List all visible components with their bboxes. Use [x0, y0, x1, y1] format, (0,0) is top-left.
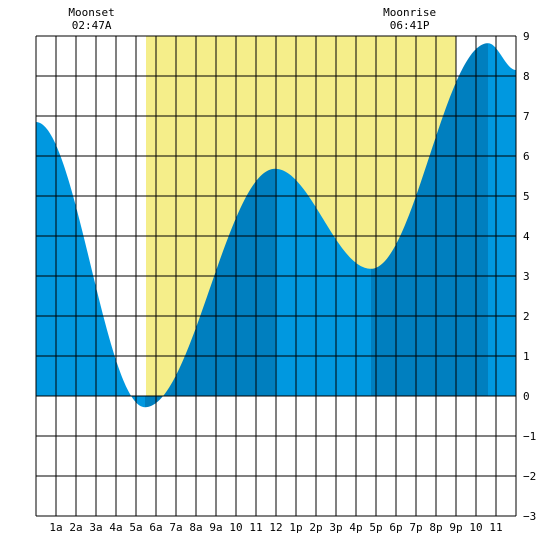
- x-tick-label: 3p: [329, 521, 342, 534]
- x-tick-label: 7a: [169, 521, 182, 534]
- y-tick-label: 7: [523, 110, 530, 123]
- x-tick-label: 1a: [49, 521, 62, 534]
- x-tick-label: 10: [229, 521, 242, 534]
- x-tick-label: 11: [249, 521, 262, 534]
- x-tick-label: 9p: [449, 521, 462, 534]
- moonset-time: 02:47A: [72, 19, 112, 32]
- x-tick-label: 2a: [69, 521, 82, 534]
- x-tick-label: 11: [489, 521, 502, 534]
- moonrise-label: Moonrise: [383, 6, 436, 19]
- x-tick-label: 12: [269, 521, 282, 534]
- y-tick-label: −1: [523, 430, 536, 443]
- x-tick-label: 8p: [429, 521, 442, 534]
- tide-area-falling-0: [36, 122, 145, 408]
- y-tick-label: 0: [523, 390, 530, 403]
- x-tick-label: 8a: [189, 521, 202, 534]
- y-tick-label: −2: [523, 470, 536, 483]
- x-tick-label: 2p: [309, 521, 322, 534]
- y-tick-label: 8: [523, 70, 530, 83]
- y-tick-label: 4: [523, 230, 530, 243]
- y-tick-label: 2: [523, 310, 530, 323]
- y-tick-label: 9: [523, 30, 530, 43]
- x-tick-label: 5p: [369, 521, 382, 534]
- tide-area-falling-4: [488, 43, 516, 396]
- x-tick-label: 4a: [109, 521, 122, 534]
- x-tick-label: 1p: [289, 521, 302, 534]
- x-tick-label: 6a: [149, 521, 162, 534]
- y-tick-label: 1: [523, 350, 530, 363]
- x-tick-label: 7p: [409, 521, 422, 534]
- x-tick-label: 4p: [349, 521, 362, 534]
- x-tick-label: 3a: [89, 521, 102, 534]
- y-tick-label: 3: [523, 270, 530, 283]
- moonset-label: Moonset: [68, 6, 114, 19]
- tide-area-falling-2: [275, 168, 371, 396]
- tide-area-rising-3: [371, 43, 488, 396]
- y-tick-label: 5: [523, 190, 530, 203]
- y-tick-label: −3: [523, 510, 536, 523]
- moonrise-time: 06:41P: [390, 19, 430, 32]
- x-tick-label: 10: [469, 521, 482, 534]
- x-tick-label: 9a: [209, 521, 222, 534]
- x-tick-label: 5a: [129, 521, 142, 534]
- x-tick-label: 6p: [389, 521, 402, 534]
- tide-area-rising-1: [145, 168, 275, 408]
- y-tick-label: 6: [523, 150, 530, 163]
